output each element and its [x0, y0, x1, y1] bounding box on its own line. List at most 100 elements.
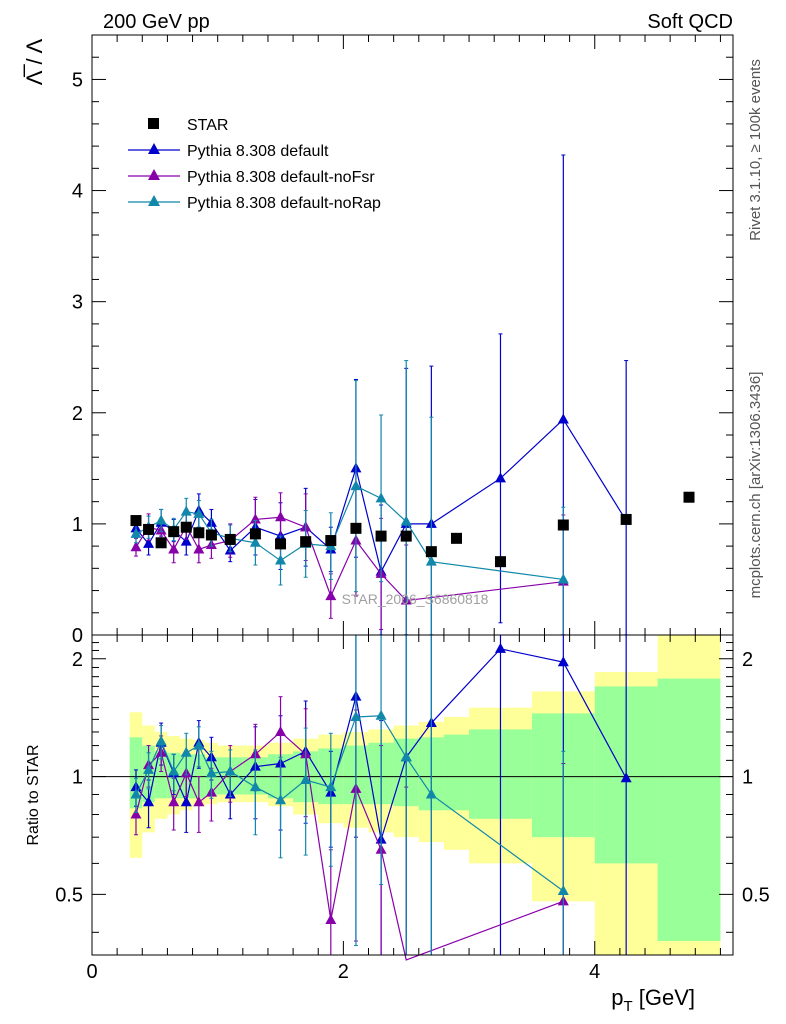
- main-point-noRap: [249, 536, 261, 547]
- main-ylabel: Λ̅ / Λ: [22, 38, 47, 85]
- main-point-noRap: [375, 492, 387, 503]
- star-point: [130, 515, 142, 527]
- ratio-point-noRap: [425, 788, 437, 799]
- band-inner: [657, 678, 721, 942]
- star-point: [275, 538, 287, 550]
- main-point-noFsr: [275, 511, 287, 522]
- ratio-point-noRap: [275, 794, 287, 805]
- xtick-label: 4: [589, 961, 600, 983]
- xlabel: pT [GeV]: [611, 985, 695, 1015]
- main-point-noRap: [155, 514, 167, 525]
- main-point-noRap: [193, 507, 205, 518]
- main-point-default: [143, 537, 155, 548]
- ratio-ytick-label-right: 1: [742, 767, 753, 789]
- ratio-point-noRap: [375, 709, 387, 720]
- xtick-label: 2: [338, 961, 349, 983]
- star-point: [205, 529, 217, 541]
- ratio-frame: [91, 634, 734, 956]
- ratio-point-noRap: [130, 788, 142, 799]
- main-ytick-label: 2: [72, 403, 83, 425]
- ratio-ylabel: Ratio to STAR: [25, 744, 42, 845]
- main-point-noFsr: [193, 543, 205, 554]
- star-point: [400, 530, 412, 542]
- star-point: [375, 530, 387, 542]
- star-point: [557, 519, 569, 531]
- main-point-noRap: [275, 554, 287, 565]
- ratio-point-noRap: [350, 710, 362, 721]
- star-point: [143, 523, 155, 535]
- main-ytick-label: 3: [72, 292, 83, 314]
- main-point-noFsr: [249, 513, 261, 524]
- star-point: [350, 522, 362, 534]
- ratio-point-noRap: [249, 781, 261, 792]
- main-point-noFsr: [325, 590, 337, 601]
- ratio-point-noRap: [143, 763, 155, 774]
- ratio-ytick-label-right: 0.5: [742, 884, 770, 906]
- star-point: [155, 537, 167, 549]
- ratio-point-noRap: [180, 746, 192, 757]
- ratio-ytick-label: 0.5: [55, 884, 83, 906]
- main-point-noRap: [350, 480, 362, 491]
- xtick-label: 0: [86, 961, 97, 983]
- ratio-point-noRap: [300, 773, 312, 784]
- ratio-line-noFsr: [135, 731, 564, 961]
- legend-default-label: Pythia 8.308 default: [187, 143, 329, 160]
- star-point: [450, 532, 462, 544]
- ratio-uncertainty-bands: [92, 635, 733, 955]
- main-point-default: [557, 413, 569, 424]
- main-ytick-label: 0: [72, 625, 83, 647]
- energy-label: 200 GeV pp: [103, 11, 210, 33]
- main-panel: [130, 154, 695, 636]
- mcplots-note: mcplots.cern.ch [arXiv:1306.3436]: [747, 372, 764, 599]
- ratio-point-noRap: [224, 765, 236, 776]
- ratio-point-default: [143, 796, 155, 807]
- legend-nofsr-label: Pythia 8.308 default-noFsr: [187, 169, 375, 186]
- star-point: [683, 491, 695, 503]
- star-point: [325, 535, 337, 547]
- main-ytick-label: 4: [72, 181, 83, 203]
- ratio-point-noRap: [325, 781, 337, 792]
- ratio-point-noRap: [205, 767, 217, 778]
- ratio-point-default: [620, 772, 632, 783]
- ratio-ytick-label-right: 2: [742, 649, 753, 671]
- star-point: [193, 527, 205, 539]
- rivet-note: Rivet 3.1.10, ≥ 100k events: [747, 59, 764, 241]
- main-point-noFsr: [168, 543, 180, 554]
- star-point: [224, 533, 236, 545]
- legend-default-marker: [148, 143, 160, 154]
- main-point-noRap: [400, 515, 412, 526]
- ratio-point-default: [180, 796, 192, 807]
- process-label: Soft QCD: [647, 11, 733, 33]
- ratio-point-default: [557, 656, 569, 667]
- main-point-noRap: [180, 505, 192, 516]
- main-point-noRap: [130, 527, 142, 538]
- legend: STAR Pythia 8.308 default Pythia 8.308 d…: [128, 117, 381, 212]
- main-series-star: [130, 491, 695, 568]
- ratio-point-noRap: [155, 735, 167, 746]
- main-point-noFsr: [130, 541, 142, 552]
- ratio-series-noRap: [130, 635, 569, 955]
- star-point: [620, 513, 632, 525]
- legend-star-label: STAR: [187, 117, 228, 134]
- ratio-point-noRap: [400, 751, 412, 762]
- legend-norap-marker: [148, 195, 160, 206]
- ratio-point-noRap: [193, 739, 205, 750]
- legend-star-marker: [148, 118, 159, 129]
- ratio-ytick-label: 1: [72, 767, 83, 789]
- ratio-point-noRap: [557, 885, 569, 896]
- star-point: [249, 528, 261, 540]
- main-point-default: [494, 472, 506, 483]
- legend-nofsr-marker: [148, 169, 160, 180]
- star-point: [300, 536, 312, 548]
- ratio-point-noFsr: [130, 808, 142, 819]
- main-line-noFsr: [135, 516, 564, 602]
- ratio-ytick-label: 2: [72, 649, 83, 671]
- ratio-point-noFsr: [168, 796, 180, 807]
- ratio-point-noFsr: [275, 725, 287, 736]
- band-inner: [443, 734, 470, 811]
- ratio-point-noFsr: [193, 796, 205, 807]
- main-ytick-label: 1: [72, 514, 83, 536]
- analysis-watermark: STAR_2006_S6860818: [342, 591, 489, 607]
